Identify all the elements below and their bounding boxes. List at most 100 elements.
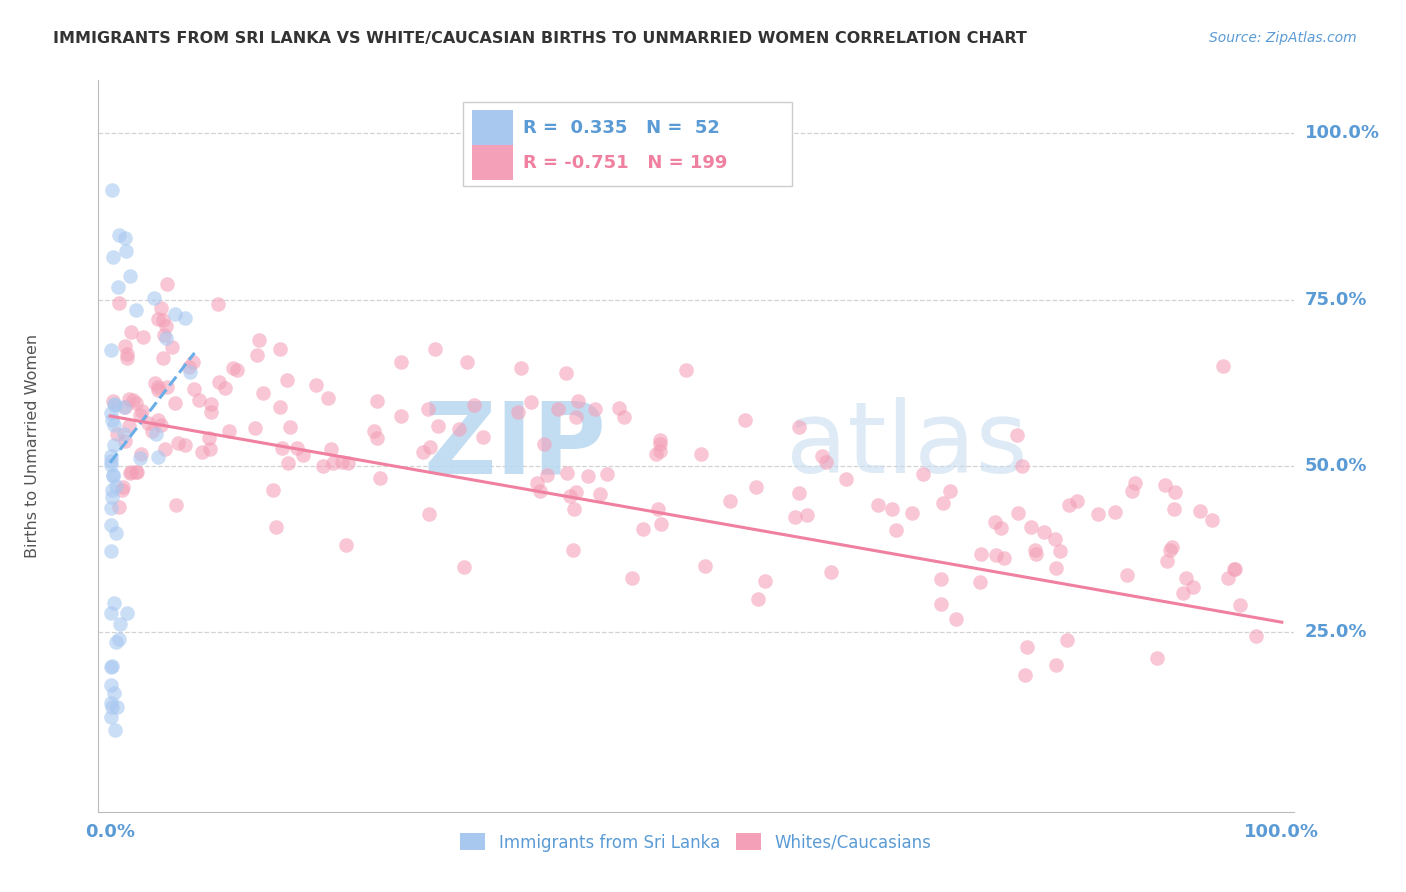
Point: [1056, 633, 1078, 648]
Point: [131, 404, 153, 418]
Point: [112, 400, 135, 414]
Point: [567, 394, 589, 409]
Point: [1025, 547, 1047, 561]
Point: [103, 398, 125, 412]
Point: [747, 591, 769, 606]
Text: R =  0.335   N =  52: R = 0.335 N = 52: [523, 119, 720, 136]
Point: [136, 417, 159, 431]
Point: [166, 436, 188, 450]
Point: [1007, 506, 1029, 520]
Point: [145, 426, 167, 441]
Point: [208, 376, 231, 390]
Point: [336, 456, 359, 470]
Point: [155, 319, 177, 334]
Point: [179, 365, 201, 379]
Point: [510, 361, 533, 376]
Point: [783, 509, 806, 524]
Point: [110, 483, 132, 497]
Point: [246, 348, 269, 362]
Point: [247, 334, 270, 348]
Point: [118, 419, 141, 434]
Point: [120, 467, 142, 481]
Point: [153, 442, 176, 457]
Point: [155, 380, 177, 394]
Point: [416, 401, 439, 416]
Point: [463, 398, 485, 412]
Point: [1212, 359, 1234, 374]
Point: [645, 447, 668, 461]
Point: [114, 231, 136, 245]
FancyBboxPatch shape: [472, 110, 513, 145]
Point: [620, 571, 643, 585]
Point: [181, 355, 204, 369]
Point: [114, 434, 136, 448]
Point: [675, 363, 697, 377]
Text: Source: ZipAtlas.com: Source: ZipAtlas.com: [1209, 31, 1357, 45]
Point: [107, 295, 129, 310]
Point: [820, 566, 842, 580]
Point: [128, 451, 150, 466]
Point: [456, 355, 478, 369]
Point: [143, 376, 166, 390]
Point: [969, 574, 991, 589]
Point: [562, 502, 585, 516]
Point: [1087, 507, 1109, 521]
Point: [1014, 668, 1036, 682]
Point: [100, 500, 122, 515]
Point: [103, 596, 125, 610]
Point: [100, 606, 122, 620]
Point: [418, 507, 440, 521]
Point: [561, 542, 583, 557]
Point: [177, 359, 200, 374]
Point: [1229, 598, 1251, 612]
Point: [100, 696, 122, 710]
Point: [101, 700, 124, 714]
Point: [163, 307, 186, 321]
Point: [112, 427, 135, 442]
Point: [222, 361, 245, 376]
Point: [690, 447, 713, 461]
Point: [103, 723, 125, 737]
Point: [132, 330, 155, 344]
Point: [129, 447, 152, 461]
Point: [114, 401, 136, 415]
Point: [453, 559, 475, 574]
Point: [103, 418, 125, 433]
Point: [243, 421, 266, 435]
Point: [547, 402, 569, 417]
Point: [100, 517, 122, 532]
Point: [115, 347, 138, 361]
Point: [1216, 571, 1239, 585]
Point: [1043, 532, 1066, 546]
Point: [225, 363, 247, 377]
Point: [108, 616, 131, 631]
Text: 75.0%: 75.0%: [1305, 291, 1367, 309]
Point: [647, 502, 669, 516]
Point: [101, 393, 124, 408]
Point: [868, 498, 890, 512]
Text: 50.0%: 50.0%: [1305, 457, 1367, 475]
Point: [115, 607, 138, 621]
Text: 100.0%: 100.0%: [1305, 125, 1379, 143]
Point: [190, 444, 212, 458]
Point: [1163, 484, 1185, 499]
Point: [588, 486, 610, 500]
Point: [1115, 568, 1137, 582]
Point: [101, 183, 124, 197]
Point: [214, 381, 236, 395]
Point: [984, 515, 1007, 529]
Point: [146, 311, 169, 326]
Point: [1223, 562, 1246, 576]
Point: [312, 458, 335, 473]
Point: [125, 465, 148, 479]
Point: [648, 444, 671, 458]
Point: [1049, 543, 1071, 558]
Point: [880, 501, 903, 516]
Point: [1024, 543, 1046, 558]
Point: [276, 374, 298, 388]
Point: [526, 476, 548, 491]
Point: [419, 441, 441, 455]
Point: [152, 351, 174, 365]
Point: [471, 430, 494, 444]
Point: [111, 480, 134, 494]
